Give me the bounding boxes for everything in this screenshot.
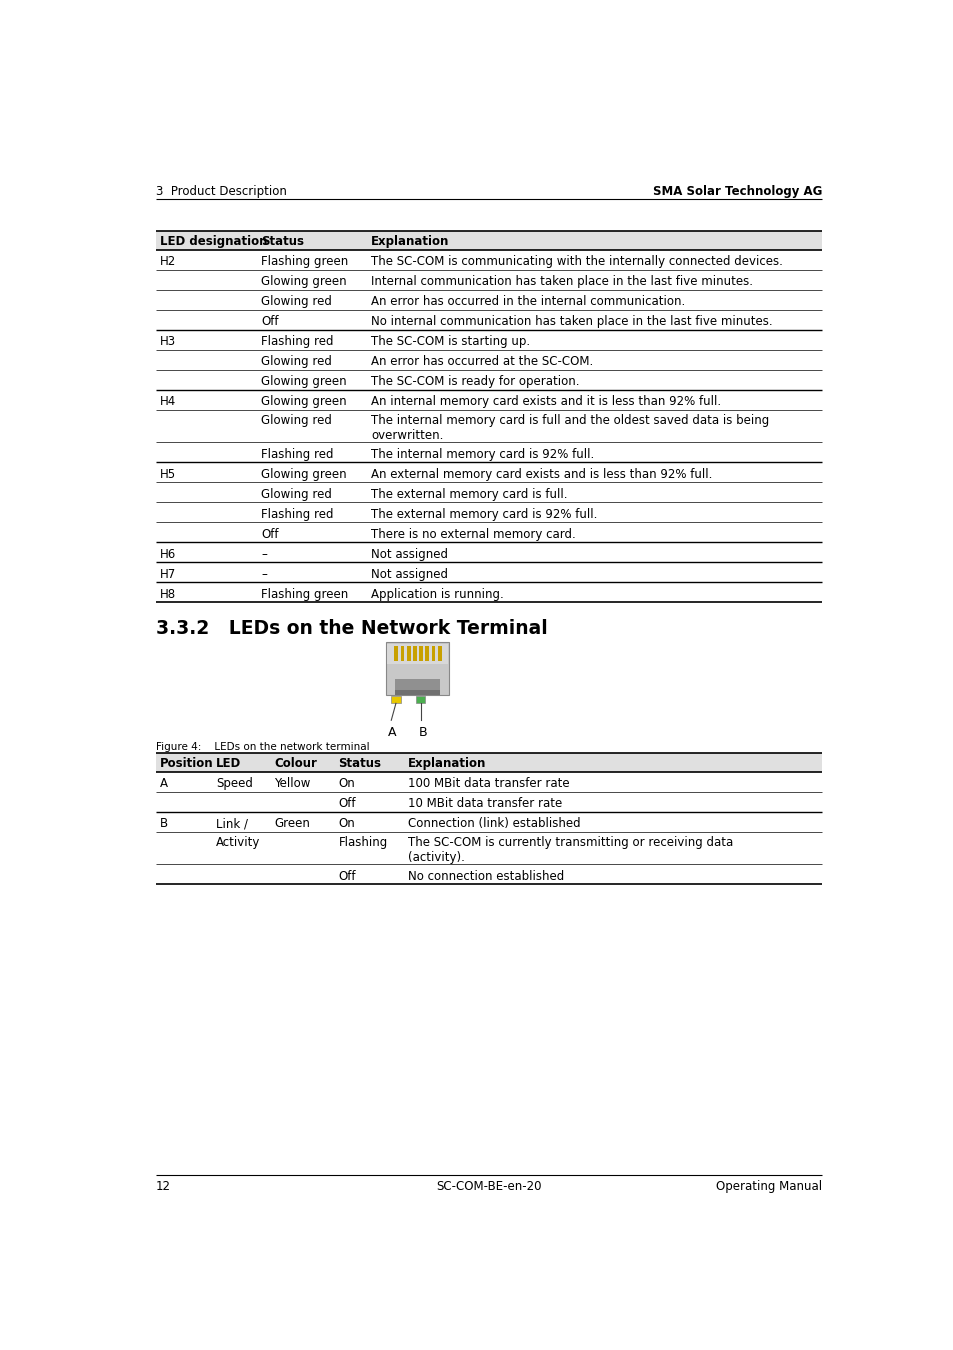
Text: B: B (418, 726, 427, 740)
Text: LED: LED (216, 757, 241, 771)
Text: Flashing green: Flashing green (261, 587, 348, 601)
Text: Explanation: Explanation (408, 757, 486, 771)
Text: The internal memory card is full and the oldest saved data is being
overwritten.: The internal memory card is full and the… (371, 414, 768, 441)
Text: Glowing green: Glowing green (261, 396, 346, 408)
Text: Flashing red: Flashing red (261, 448, 334, 460)
Bar (387, 644, 447, 664)
Text: Glowing red: Glowing red (261, 296, 332, 308)
Text: B: B (159, 817, 168, 830)
Text: On: On (338, 778, 355, 790)
Text: Position: Position (159, 757, 213, 771)
Text: Figure 4:    LEDs on the network terminal: Figure 4: LEDs on the network terminal (155, 741, 369, 752)
Text: H8: H8 (159, 587, 175, 601)
Text: Glowing red: Glowing red (261, 414, 332, 427)
Text: Off: Off (338, 798, 355, 810)
Text: H6: H6 (159, 548, 175, 560)
Text: The SC-COM is ready for operation.: The SC-COM is ready for operation. (371, 375, 579, 389)
Text: Speed: Speed (216, 778, 253, 790)
Text: Glowing green: Glowing green (261, 275, 346, 288)
Text: The external memory card is full.: The external memory card is full. (371, 487, 567, 501)
Bar (413, 645, 416, 662)
Text: An internal memory card exists and it is less than 92% full.: An internal memory card exists and it is… (371, 396, 720, 408)
Text: Flashing red: Flashing red (261, 335, 334, 348)
Bar (400, 645, 404, 662)
Text: 3  Product Description: 3 Product Description (155, 185, 286, 198)
Text: Yellow: Yellow (274, 778, 311, 790)
Text: SC-COM-BE-en-20: SC-COM-BE-en-20 (436, 1180, 541, 1193)
Text: No connection established: No connection established (408, 869, 564, 883)
Text: Off: Off (261, 528, 278, 541)
Text: 12: 12 (155, 1180, 171, 1193)
Text: Off: Off (338, 869, 355, 883)
Bar (418, 645, 422, 662)
Text: Explanation: Explanation (371, 235, 449, 248)
Text: On: On (338, 817, 355, 830)
Bar (385, 643, 449, 695)
Text: Glowing green: Glowing green (261, 375, 346, 389)
Text: There is no external memory card.: There is no external memory card. (371, 528, 576, 541)
Bar (395, 679, 439, 695)
Text: Not assigned: Not assigned (371, 568, 448, 580)
Text: An error has occurred at the SC-COM.: An error has occurred at the SC-COM. (371, 355, 593, 369)
Bar (391, 695, 400, 703)
Text: 10 MBit data transfer rate: 10 MBit data transfer rate (408, 798, 562, 810)
Text: 3.3.2   LEDs on the Network Terminal: 3.3.2 LEDs on the Network Terminal (155, 620, 547, 639)
Bar (395, 690, 439, 695)
Text: Flashing red: Flashing red (261, 508, 334, 521)
Text: Glowing red: Glowing red (261, 355, 332, 369)
Text: A: A (159, 778, 168, 790)
Bar (155, 753, 821, 772)
Bar (431, 645, 435, 662)
Text: Colour: Colour (274, 757, 316, 771)
Bar (155, 231, 821, 250)
Text: 100 MBit data transfer rate: 100 MBit data transfer rate (408, 778, 569, 790)
Text: Glowing green: Glowing green (261, 467, 346, 481)
Bar (406, 645, 410, 662)
Bar (394, 645, 397, 662)
Text: Application is running.: Application is running. (371, 587, 503, 601)
Bar (437, 645, 441, 662)
Text: Off: Off (261, 316, 278, 328)
Bar (425, 645, 429, 662)
Text: SMA Solar Technology AG: SMA Solar Technology AG (652, 185, 821, 198)
Text: Glowing red: Glowing red (261, 487, 332, 501)
Text: An error has occurred in the internal communication.: An error has occurred in the internal co… (371, 296, 684, 308)
Text: Not assigned: Not assigned (371, 548, 448, 560)
Text: The SC-COM is communicating with the internally connected devices.: The SC-COM is communicating with the int… (371, 255, 782, 269)
Text: Green: Green (274, 817, 310, 830)
Text: An external memory card exists and is less than 92% full.: An external memory card exists and is le… (371, 467, 712, 481)
Text: H5: H5 (159, 467, 175, 481)
Text: –: – (261, 568, 267, 580)
Text: LED designation: LED designation (159, 235, 267, 248)
Text: Operating Manual: Operating Manual (716, 1180, 821, 1193)
Text: Internal communication has taken place in the last five minutes.: Internal communication has taken place i… (371, 275, 752, 288)
Text: The SC-COM is currently transmitting or receiving data
(activity).: The SC-COM is currently transmitting or … (408, 836, 733, 864)
Text: Connection (link) established: Connection (link) established (408, 817, 580, 830)
Text: H3: H3 (159, 335, 175, 348)
Text: Link /: Link / (216, 817, 248, 830)
Text: A: A (388, 726, 396, 740)
Bar (416, 695, 425, 703)
Text: Status: Status (338, 757, 381, 771)
Text: –: – (261, 548, 267, 560)
Text: H2: H2 (159, 255, 175, 269)
Text: H4: H4 (159, 396, 175, 408)
Text: The SC-COM is starting up.: The SC-COM is starting up. (371, 335, 530, 348)
Text: Status: Status (261, 235, 304, 248)
Text: The external memory card is 92% full.: The external memory card is 92% full. (371, 508, 597, 521)
Text: Flashing: Flashing (338, 836, 388, 849)
Text: No internal communication has taken place in the last five minutes.: No internal communication has taken plac… (371, 316, 772, 328)
Text: Activity: Activity (216, 836, 260, 849)
Text: Flashing green: Flashing green (261, 255, 348, 269)
Text: H7: H7 (159, 568, 175, 580)
Text: The internal memory card is 92% full.: The internal memory card is 92% full. (371, 448, 594, 460)
